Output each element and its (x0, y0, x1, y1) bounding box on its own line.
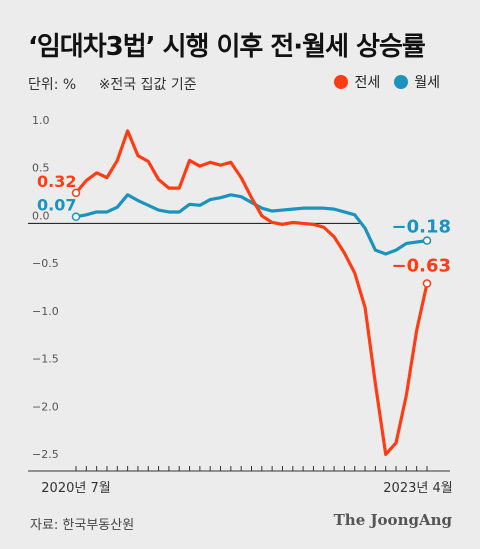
series-line-jeonse (74, 129, 429, 456)
start-point-jeonse (71, 188, 81, 198)
unit-label: 단위: % (28, 77, 77, 93)
y-tick-label: −2.0 (32, 400, 59, 413)
end-point-jeonse (422, 279, 432, 288)
y-tick-label: 1.0 (32, 114, 50, 127)
end-value-label-wolse: −0.18 (392, 217, 452, 238)
start-value-label-jeonse: 0.32 (37, 172, 76, 191)
chart-title: ‘임대차3법’ 시행 이후 전·월세 상승률 (28, 32, 426, 62)
y-tick-label: 0.5 (32, 162, 50, 175)
chart-meta: 단위: % ※전국 집값 기준 (28, 74, 197, 94)
y-tick-label: −1.0 (32, 305, 59, 318)
y-tick-label: −0.5 (32, 257, 59, 270)
x-tick-label-start: 2020년 7월 (41, 481, 110, 496)
y-tick-label: 0.0 (32, 209, 50, 222)
end-value-label-jeonse: −0.63 (392, 256, 452, 277)
brand-logo: The JoongAng (333, 511, 452, 529)
x-tick-label-end: 2023년 4월 (383, 481, 452, 496)
basis-note: ※전국 집값 기준 (98, 77, 197, 93)
start-point-wolse (71, 212, 81, 221)
legend-label-wolse: 월세 (414, 75, 440, 91)
y-tick-label: −1.5 (32, 353, 59, 366)
y-tick-label: −2.5 (32, 448, 59, 461)
end-point-wolse (422, 236, 432, 245)
legend-item-wolse: 월세 (394, 72, 440, 92)
legend-dot-wolse (394, 75, 409, 89)
start-value-label-wolse: 0.07 (37, 196, 76, 215)
series-line-wolse (74, 193, 429, 256)
legend-item-jeonse: 전세 (334, 72, 380, 92)
source-note: 자료: 한국부동산원 (30, 518, 135, 533)
legend-dot-jeonse (334, 75, 349, 89)
legend-label-jeonse: 전세 (354, 75, 381, 91)
legend: 전세 월세 (334, 72, 440, 92)
